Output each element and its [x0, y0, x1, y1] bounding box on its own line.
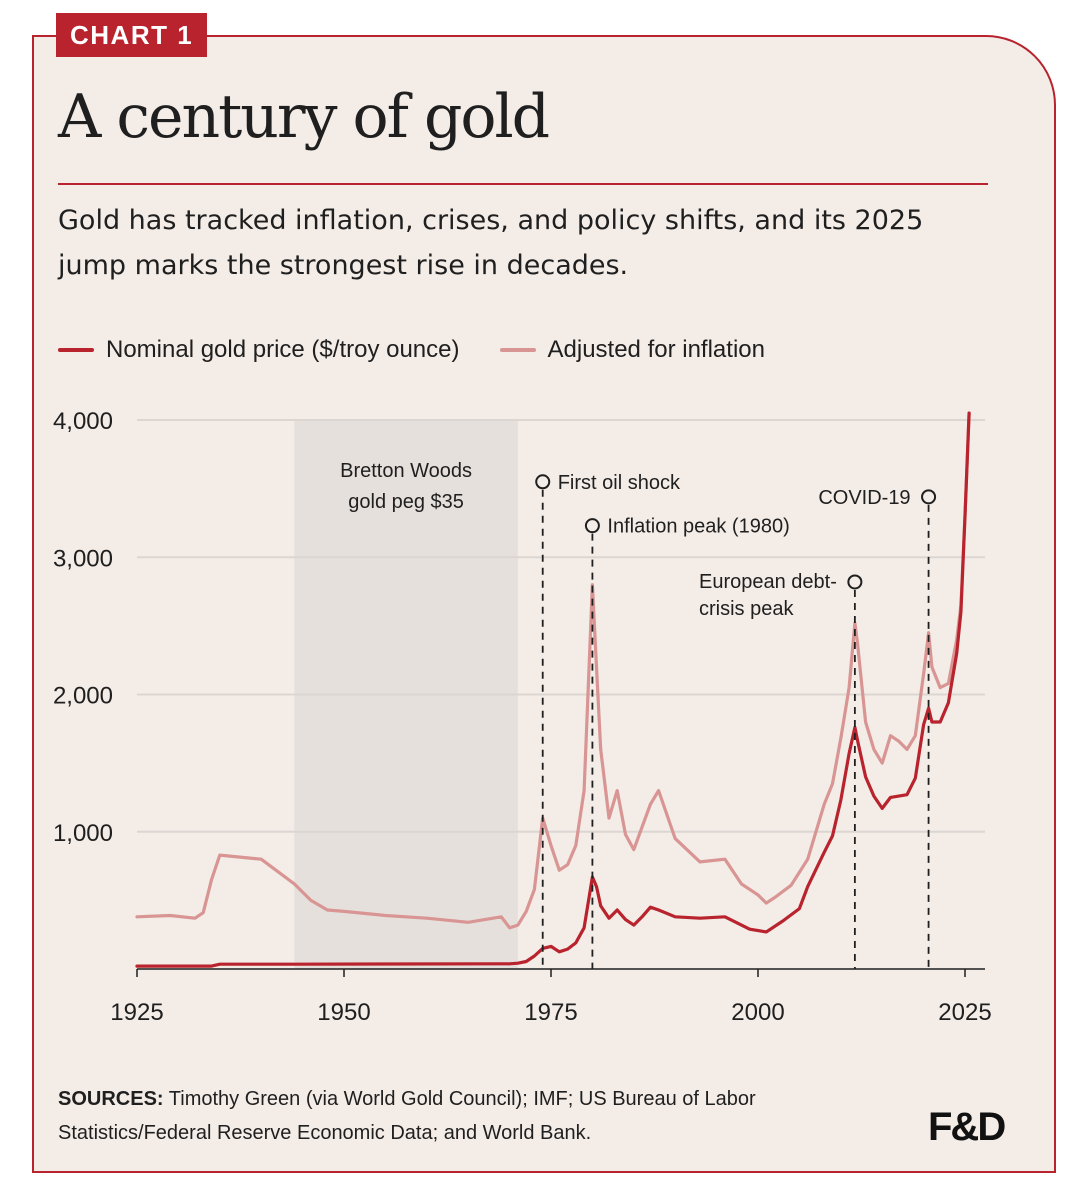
annotation-label: European debt-: [699, 571, 837, 593]
legend-label-real: Adjusted for inflation: [547, 336, 765, 363]
sources-label: SOURCES:: [58, 1088, 164, 1110]
annotation-marker: [847, 574, 863, 590]
chart-frame: [32, 35, 1056, 1173]
chart-tag: CHART 1: [56, 13, 208, 57]
annotation-label: COVID-19: [818, 487, 910, 509]
chart-subtitle: Gold has tracked inflation, crises, and …: [58, 205, 924, 281]
real-series-line: [135, 411, 971, 930]
x-tick-label: 1975: [524, 999, 577, 1026]
legend-swatch-nominal: [58, 348, 94, 352]
bretton-woods-label: Bretton Woods: [340, 460, 472, 482]
x-tick-label: 2000: [731, 999, 784, 1026]
y-tick-label: 3,000: [53, 545, 113, 572]
x-tick-label: 2025: [938, 999, 991, 1026]
annotation-marker: [584, 518, 600, 534]
legend-item-real: Adjusted for inflation: [499, 336, 765, 364]
y-tick-label: 4,000: [53, 408, 113, 435]
annotation-marker: [921, 489, 937, 505]
y-tick-label: 1,000: [53, 820, 113, 847]
chart-legend: Nominal gold price ($/troy ounce) Adjust…: [58, 334, 805, 366]
sources-note: SOURCES: Timothy Green (via World Gold C…: [58, 1082, 838, 1150]
bretton-woods-label: gold peg $35: [348, 491, 464, 513]
x-tick-label: 1925: [110, 999, 163, 1026]
x-tick-label: 1950: [317, 999, 370, 1026]
y-tick-label: 2,000: [53, 683, 113, 710]
sources-text: Timothy Green (via World Gold Council); …: [58, 1088, 756, 1144]
annotation-label: Inflation peak (1980): [607, 516, 789, 538]
title-divider: [58, 183, 988, 185]
legend-swatch-real: [499, 348, 536, 352]
annotation-label: First oil shock: [558, 472, 681, 494]
legend-item-nominal: Nominal gold price ($/troy ounce): [58, 336, 460, 364]
annotation-label: crisis peak: [699, 598, 794, 620]
annotation-marker: [535, 474, 551, 490]
fd-logo: F&D: [928, 1105, 1006, 1149]
legend-label-nominal: Nominal gold price ($/troy ounce): [106, 336, 460, 363]
chart-title: A century of gold: [58, 82, 550, 152]
